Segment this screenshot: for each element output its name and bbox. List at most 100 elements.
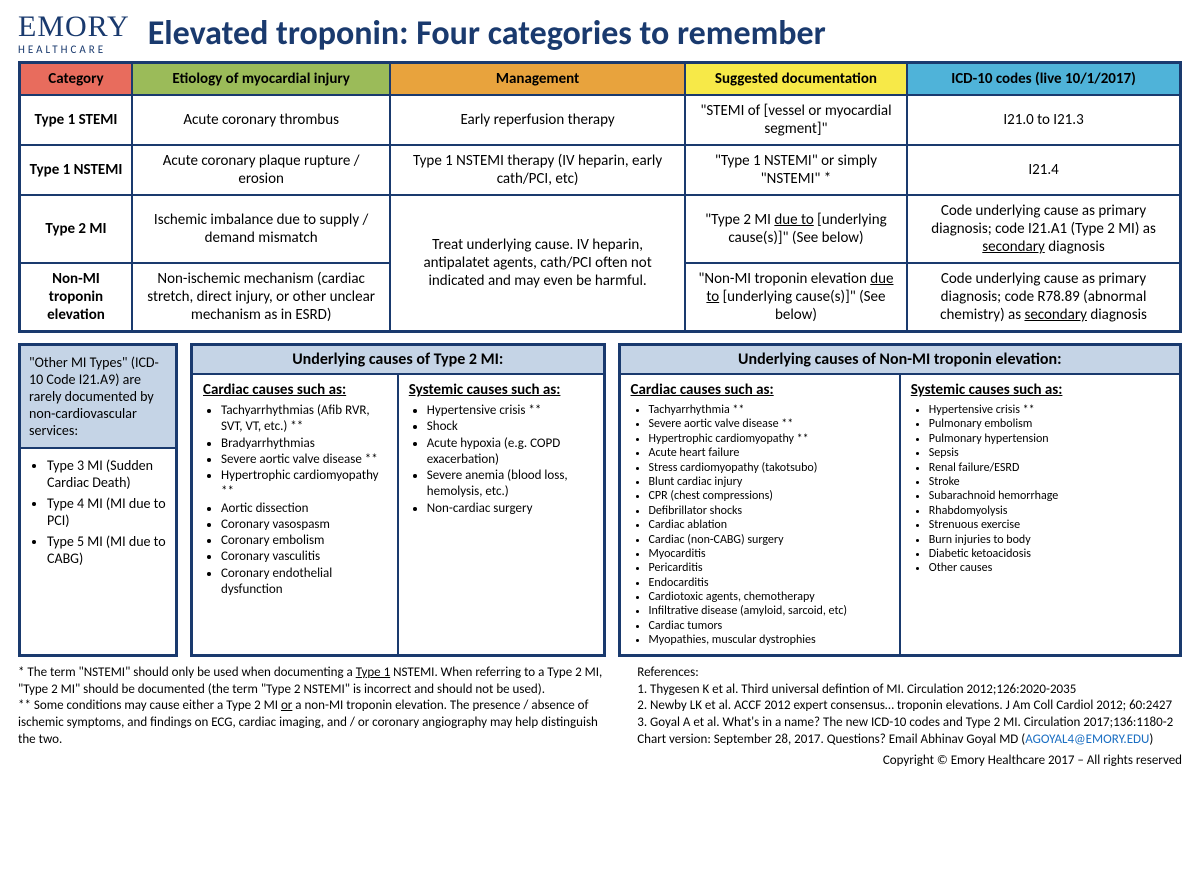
list-item: Rhabdomyolysis	[929, 504, 1169, 518]
cell-category: Type 1 NSTEMI	[20, 145, 132, 195]
cell-icd: I21.4	[907, 145, 1180, 195]
list-item: Aortic dissection	[221, 501, 387, 517]
cell-management-merged: Treat underlying cause. IV heparin, anti…	[390, 195, 684, 332]
col-title: Systemic causes such as:	[409, 381, 593, 399]
cell-doc: "Type 2 MI due to [underlying cause(s)]"…	[685, 195, 907, 263]
col-category: Category	[20, 63, 132, 96]
nonmi-causes-box: Underlying causes of Non-MI troponin ele…	[618, 343, 1182, 657]
list-item: Shock	[427, 419, 593, 435]
list-item: Type 4 MI (MI due to PCI)	[47, 495, 167, 529]
list-item: Coronary vasospasm	[221, 517, 387, 533]
table-row: Type 1 STEMI Acute coronary thrombus Ear…	[20, 95, 1181, 145]
footer: * The term "NSTEMI" should only be used …	[18, 665, 1182, 749]
list-item: Coronary vasculitis	[221, 549, 387, 565]
list-item: Tachyarrhythmia **	[649, 403, 889, 417]
cell-category: Type 1 STEMI	[20, 95, 132, 145]
list-item: Acute hypoxia (e.g. COPD exacerbation)	[427, 436, 593, 469]
cell-doc: "Non-MI troponin elevation due to [under…	[685, 263, 907, 332]
page-title: Elevated troponin: Four categories to re…	[148, 13, 826, 54]
list-item: Diabetic ketoacidosis	[929, 547, 1169, 561]
list-item: Severe aortic valve disease **	[221, 452, 387, 468]
copyright: Copyright © Emory Healthcare 2017 – All …	[18, 753, 1182, 768]
col-title: Cardiac causes such as:	[203, 381, 387, 399]
col-doc: Suggested documentation	[685, 63, 907, 96]
list-item: Infiltrative disease (amyloid, sarcoid, …	[649, 604, 889, 618]
list-item: Myocarditis	[649, 547, 889, 561]
list-item: Type 3 MI (Sudden Cardiac Death)	[47, 457, 167, 491]
col-title: Cardiac causes such as:	[631, 381, 889, 399]
cell-icd: I21.0 to I21.3	[907, 95, 1180, 145]
list-item: Stress cardiomyopathy (takotsubo)	[649, 461, 889, 475]
list-item: Cardiac tumors	[649, 619, 889, 633]
list-item: Stroke	[929, 475, 1169, 489]
type2-cardiac-col: Cardiac causes such as: Tachyarrhythmias…	[193, 375, 397, 654]
list-item: Bradyarrhythmias	[221, 436, 387, 452]
other-mi-intro: "Other MI Types" (ICD-10 Code I21.A9) ar…	[21, 346, 175, 449]
type2-causes-box: Underlying causes of Type 2 MI: Cardiac …	[190, 343, 606, 657]
list-item: Strenuous exercise	[929, 518, 1169, 532]
list-item: Endocarditis	[649, 576, 889, 590]
cell-etiology: Acute coronary plaque rupture / erosion	[132, 145, 390, 195]
list-item: Cardiotoxic agents, chemotherapy	[649, 590, 889, 604]
references: References: 1. Thygesen K et al. Third u…	[637, 665, 1182, 749]
cell-management: Type 1 NSTEMI therapy (IV heparin, early…	[390, 145, 684, 195]
col-title: Systemic causes such as:	[911, 381, 1169, 399]
list-item: Other causes	[929, 561, 1169, 575]
list-item: CPR (chest compressions)	[649, 489, 889, 503]
list-item: Blunt cardiac injury	[649, 475, 889, 489]
logo-sub: HEALTHCARE	[18, 44, 130, 55]
list-item: Non-cardiac surgery	[427, 501, 593, 517]
list-item: Defibrillator shocks	[649, 504, 889, 518]
reference-item: 1. Thygesen K et al. Third universal def…	[637, 682, 1182, 699]
nonmi-cardiac-col: Cardiac causes such as: Tachyarrhythmia …	[621, 375, 899, 654]
list-item: Coronary embolism	[221, 533, 387, 549]
cell-category: Non-MI troponin elevation	[20, 263, 132, 332]
list-item: Acute heart failure	[649, 446, 889, 460]
list-item: Renal failure/ESRD	[929, 461, 1169, 475]
cell-icd: Code underlying cause as primary diagnos…	[907, 195, 1180, 263]
list-item: Burn injuries to body	[929, 533, 1169, 547]
nonmi-header: Underlying causes of Non-MI troponin ele…	[621, 346, 1179, 375]
table-row: Type 1 NSTEMI Acute coronary plaque rupt…	[20, 145, 1181, 195]
cell-etiology: Non-ischemic mechanism (cardiac stretch,…	[132, 263, 390, 332]
other-mi-list: Type 3 MI (Sudden Cardiac Death) Type 4 M…	[21, 449, 175, 579]
list-item: Severe aortic valve disease **	[649, 417, 889, 431]
list-item: Hypertensive crisis **	[929, 403, 1169, 417]
col-management: Management	[390, 63, 684, 96]
list-item: Coronary endothelial dysfunction	[221, 566, 387, 599]
list-item: Severe anemia (blood loss, hemolysis, et…	[427, 468, 593, 501]
col-icd: ICD-10 codes (live 10/1/2017)	[907, 63, 1180, 96]
list-item: Pulmonary embolism	[929, 417, 1169, 431]
nonmi-systemic-col: Systemic causes such as: Hypertensive cr…	[899, 375, 1179, 654]
chart-version: Chart version: September 28, 2017. Quest…	[637, 732, 1182, 749]
reference-item: 3. Goyal A et al. What's in a name? The …	[637, 715, 1182, 732]
other-mi-box: "Other MI Types" (ICD-10 Code I21.A9) ar…	[18, 343, 178, 657]
cell-doc: "STEMI of [vessel or myocardial segment]…	[685, 95, 907, 145]
logo-main: EMORY	[18, 12, 130, 42]
emory-logo: EMORY HEALTHCARE	[18, 12, 130, 55]
list-item: Cardiac (non-CABG) surgery	[649, 533, 889, 547]
list-item: Pulmonary hypertension	[929, 432, 1169, 446]
references-title: References:	[637, 665, 1182, 682]
header: EMORY HEALTHCARE Elevated troponin: Four…	[18, 12, 1182, 55]
cell-category: Type 2 MI	[20, 195, 132, 263]
footnotes: * The term "NSTEMI" should only be used …	[18, 665, 617, 749]
list-item: Type 5 MI (MI due to CABG)	[47, 533, 167, 567]
email-link[interactable]: AGOYAL4@EMORY.EDU	[1025, 732, 1149, 747]
list-item: Myopathies, muscular dystrophies	[649, 633, 889, 647]
list-item: Hypertrophic cardiomyopathy **	[649, 432, 889, 446]
cell-management: Early reperfusion therapy	[390, 95, 684, 145]
cell-etiology: Acute coronary thrombus	[132, 95, 390, 145]
reference-item: 2. Newby LK et al. ACCF 2012 expert cons…	[637, 698, 1182, 715]
lower-panels: "Other MI Types" (ICD-10 Code I21.A9) ar…	[18, 343, 1182, 657]
list-item: Pericarditis	[649, 561, 889, 575]
list-item: Tachyarrhythmias (Afib RVR, SVT, VT, etc…	[221, 403, 387, 436]
col-etiology: Etiology of myocardial injury	[132, 63, 390, 96]
table-row: Type 2 MI Ischemic imbalance due to supp…	[20, 195, 1181, 263]
list-item: Subarachnoid hemorrhage	[929, 489, 1169, 503]
list-item: Hypertensive crisis **	[427, 403, 593, 419]
list-item: Cardiac ablation	[649, 518, 889, 532]
type2-systemic-col: Systemic causes such as: Hypertensive cr…	[397, 375, 603, 654]
main-table: Category Etiology of myocardial injury M…	[18, 61, 1182, 333]
cell-etiology: Ischemic imbalance due to supply / deman…	[132, 195, 390, 263]
